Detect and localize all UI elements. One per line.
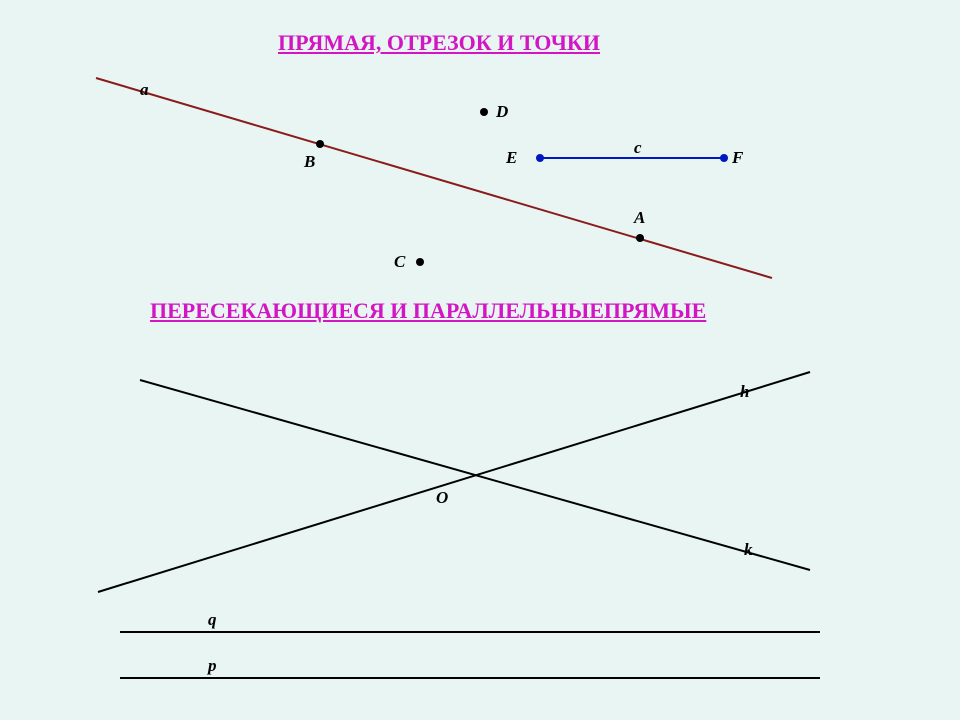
label-f: F (732, 148, 743, 168)
line-k (140, 380, 810, 570)
point-a (636, 234, 644, 242)
line-a (96, 78, 772, 278)
label-k: k (744, 540, 753, 560)
label-p: p (208, 656, 217, 676)
label-a-point: A (634, 208, 645, 228)
line-h (98, 372, 810, 592)
label-d: D (496, 102, 508, 122)
label-c-segment: c (634, 138, 642, 158)
title-1: ПРЯМАЯ, ОТРЕЗОК И ТОЧКИ (278, 30, 600, 56)
label-c-point: C (394, 252, 405, 272)
label-a-line: a (140, 80, 149, 100)
point-b (316, 140, 324, 148)
label-o: O (436, 488, 448, 508)
label-b: B (304, 152, 315, 172)
point-f (720, 154, 728, 162)
title-2: ПЕРЕСЕКАЮЩИЕСЯ И ПАРАЛЛЕЛЬНЫЕПРЯМЫЕ (150, 298, 706, 324)
diagram-svg (0, 0, 960, 720)
point-c (416, 258, 424, 266)
point-e (536, 154, 544, 162)
label-q: q (208, 610, 217, 630)
label-e: E (506, 148, 517, 168)
point-d (480, 108, 488, 116)
label-h: h (740, 382, 749, 402)
